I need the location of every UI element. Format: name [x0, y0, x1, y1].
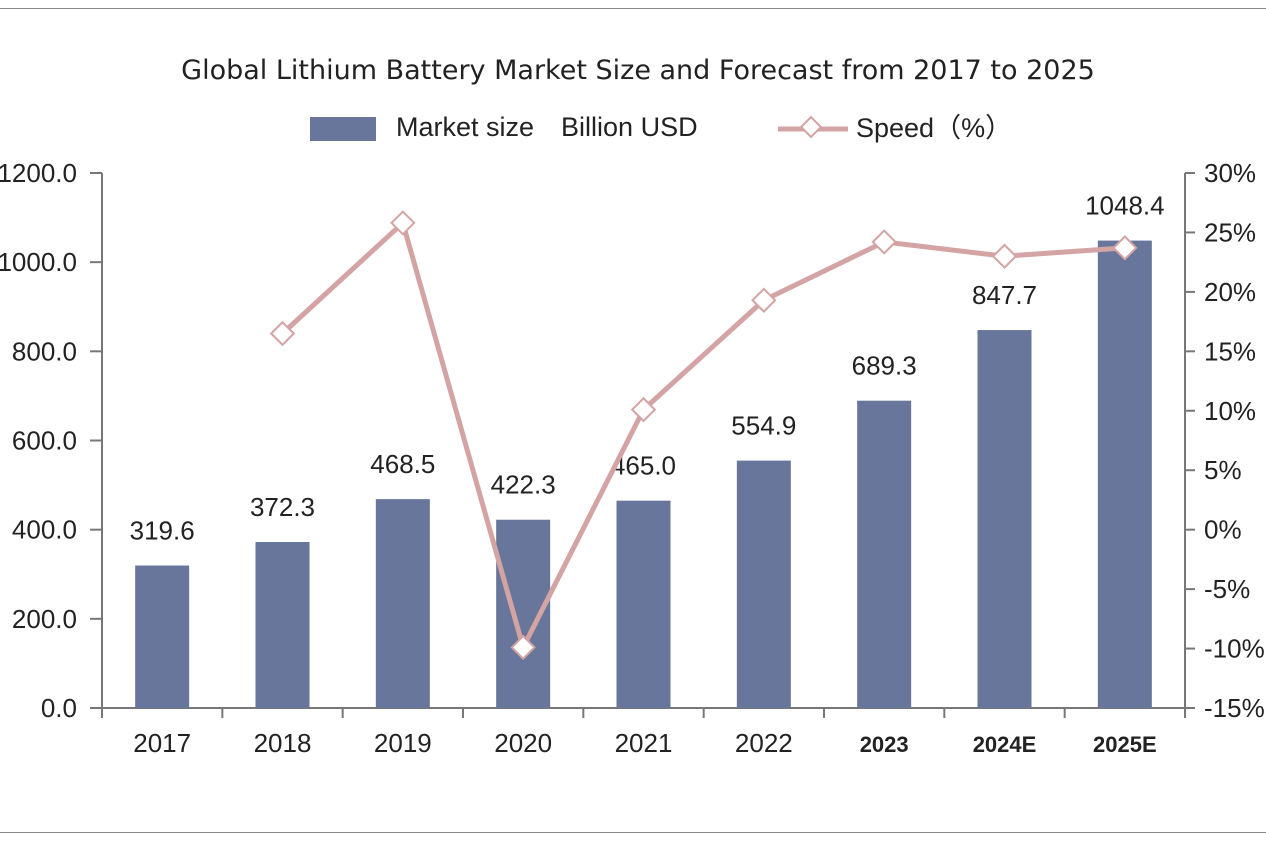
speed-point-marker — [269, 320, 296, 347]
left-axis-tick-label: 600.0 — [12, 426, 77, 456]
frame-bottom-line — [0, 832, 1266, 833]
left-axis-tick-label: 1000.0 — [0, 247, 77, 277]
right-axis-tick-label: -15% — [1204, 693, 1265, 723]
bar — [375, 499, 430, 708]
x-axis-tick-label: 2017 — [133, 728, 191, 758]
bar — [977, 330, 1032, 708]
x-axis-tick-label: 2025E — [1093, 732, 1157, 757]
legend-line-marker — [799, 115, 823, 139]
bar-data-label: 847.7 — [972, 280, 1037, 310]
legend-bar-swatch — [310, 117, 376, 141]
speed-point-marker — [510, 634, 536, 661]
bar-data-label: 319.6 — [130, 516, 195, 546]
bar-data-label: 1048.4 — [1085, 191, 1165, 221]
bar — [736, 460, 791, 708]
chart-title: Global Lithium Battery Market Size and F… — [181, 55, 1095, 86]
speed-point-marker — [991, 243, 1018, 269]
bar-data-label: 422.3 — [491, 470, 556, 500]
left-axis-tick-label: 800.0 — [12, 336, 77, 366]
speed-point-marker — [871, 229, 897, 255]
x-axis-tick-label: 2019 — [374, 728, 432, 758]
speed-point-marker — [751, 287, 777, 313]
right-axis-tick-label: 5% — [1204, 455, 1242, 485]
right-axis-tick-label: -5% — [1204, 574, 1250, 604]
left-axis-tick-label: 200.0 — [12, 604, 77, 634]
right-axis-tick-label: 0% — [1204, 515, 1242, 545]
right-axis-tick-label: 15% — [1204, 336, 1256, 366]
bar-data-label: 554.9 — [731, 411, 796, 441]
legend: Market size Billion USD Speed（%） — [310, 112, 1012, 143]
speed-point-marker — [390, 210, 416, 236]
speed-line — [280, 220, 1126, 650]
bar — [255, 542, 310, 708]
left-axis-tick-label: 1200.0 — [0, 158, 77, 188]
x-axis-tick-label: 2020 — [494, 728, 552, 758]
bar-data-label: 689.3 — [852, 351, 917, 381]
x-axis-tick-label: 2023 — [860, 732, 909, 757]
x-axis-tick-label: 2021 — [615, 728, 673, 758]
right-axis-tick-label: -10% — [1204, 634, 1265, 664]
bar — [135, 565, 190, 708]
speed-point-marker — [630, 396, 657, 423]
legend-bar-label: Market size Billion USD — [396, 112, 698, 142]
x-axis-tick-label: 2022 — [735, 728, 793, 758]
left-axis-tick-label: 0.0 — [41, 693, 77, 723]
right-axis-tick-label: 10% — [1204, 396, 1256, 426]
right-axis-tick-label: 30% — [1204, 158, 1256, 188]
right-axis-tick-label: 25% — [1204, 217, 1256, 247]
bar — [616, 500, 671, 708]
bar-data-label: 468.5 — [370, 449, 435, 479]
x-axis-tick-label: 2024E — [973, 732, 1037, 757]
right-axis-tick-label: 20% — [1204, 277, 1256, 307]
bar — [1097, 240, 1152, 709]
legend-line-label: Speed（%） — [856, 113, 1012, 143]
bar-data-label: 372.3 — [250, 492, 315, 522]
frame-top-line — [0, 8, 1266, 9]
speed-point-marker — [1112, 235, 1138, 261]
left-axis-tick-label: 400.0 — [12, 515, 77, 545]
bar — [857, 400, 912, 708]
x-axis-tick-label: 2018 — [254, 728, 312, 758]
